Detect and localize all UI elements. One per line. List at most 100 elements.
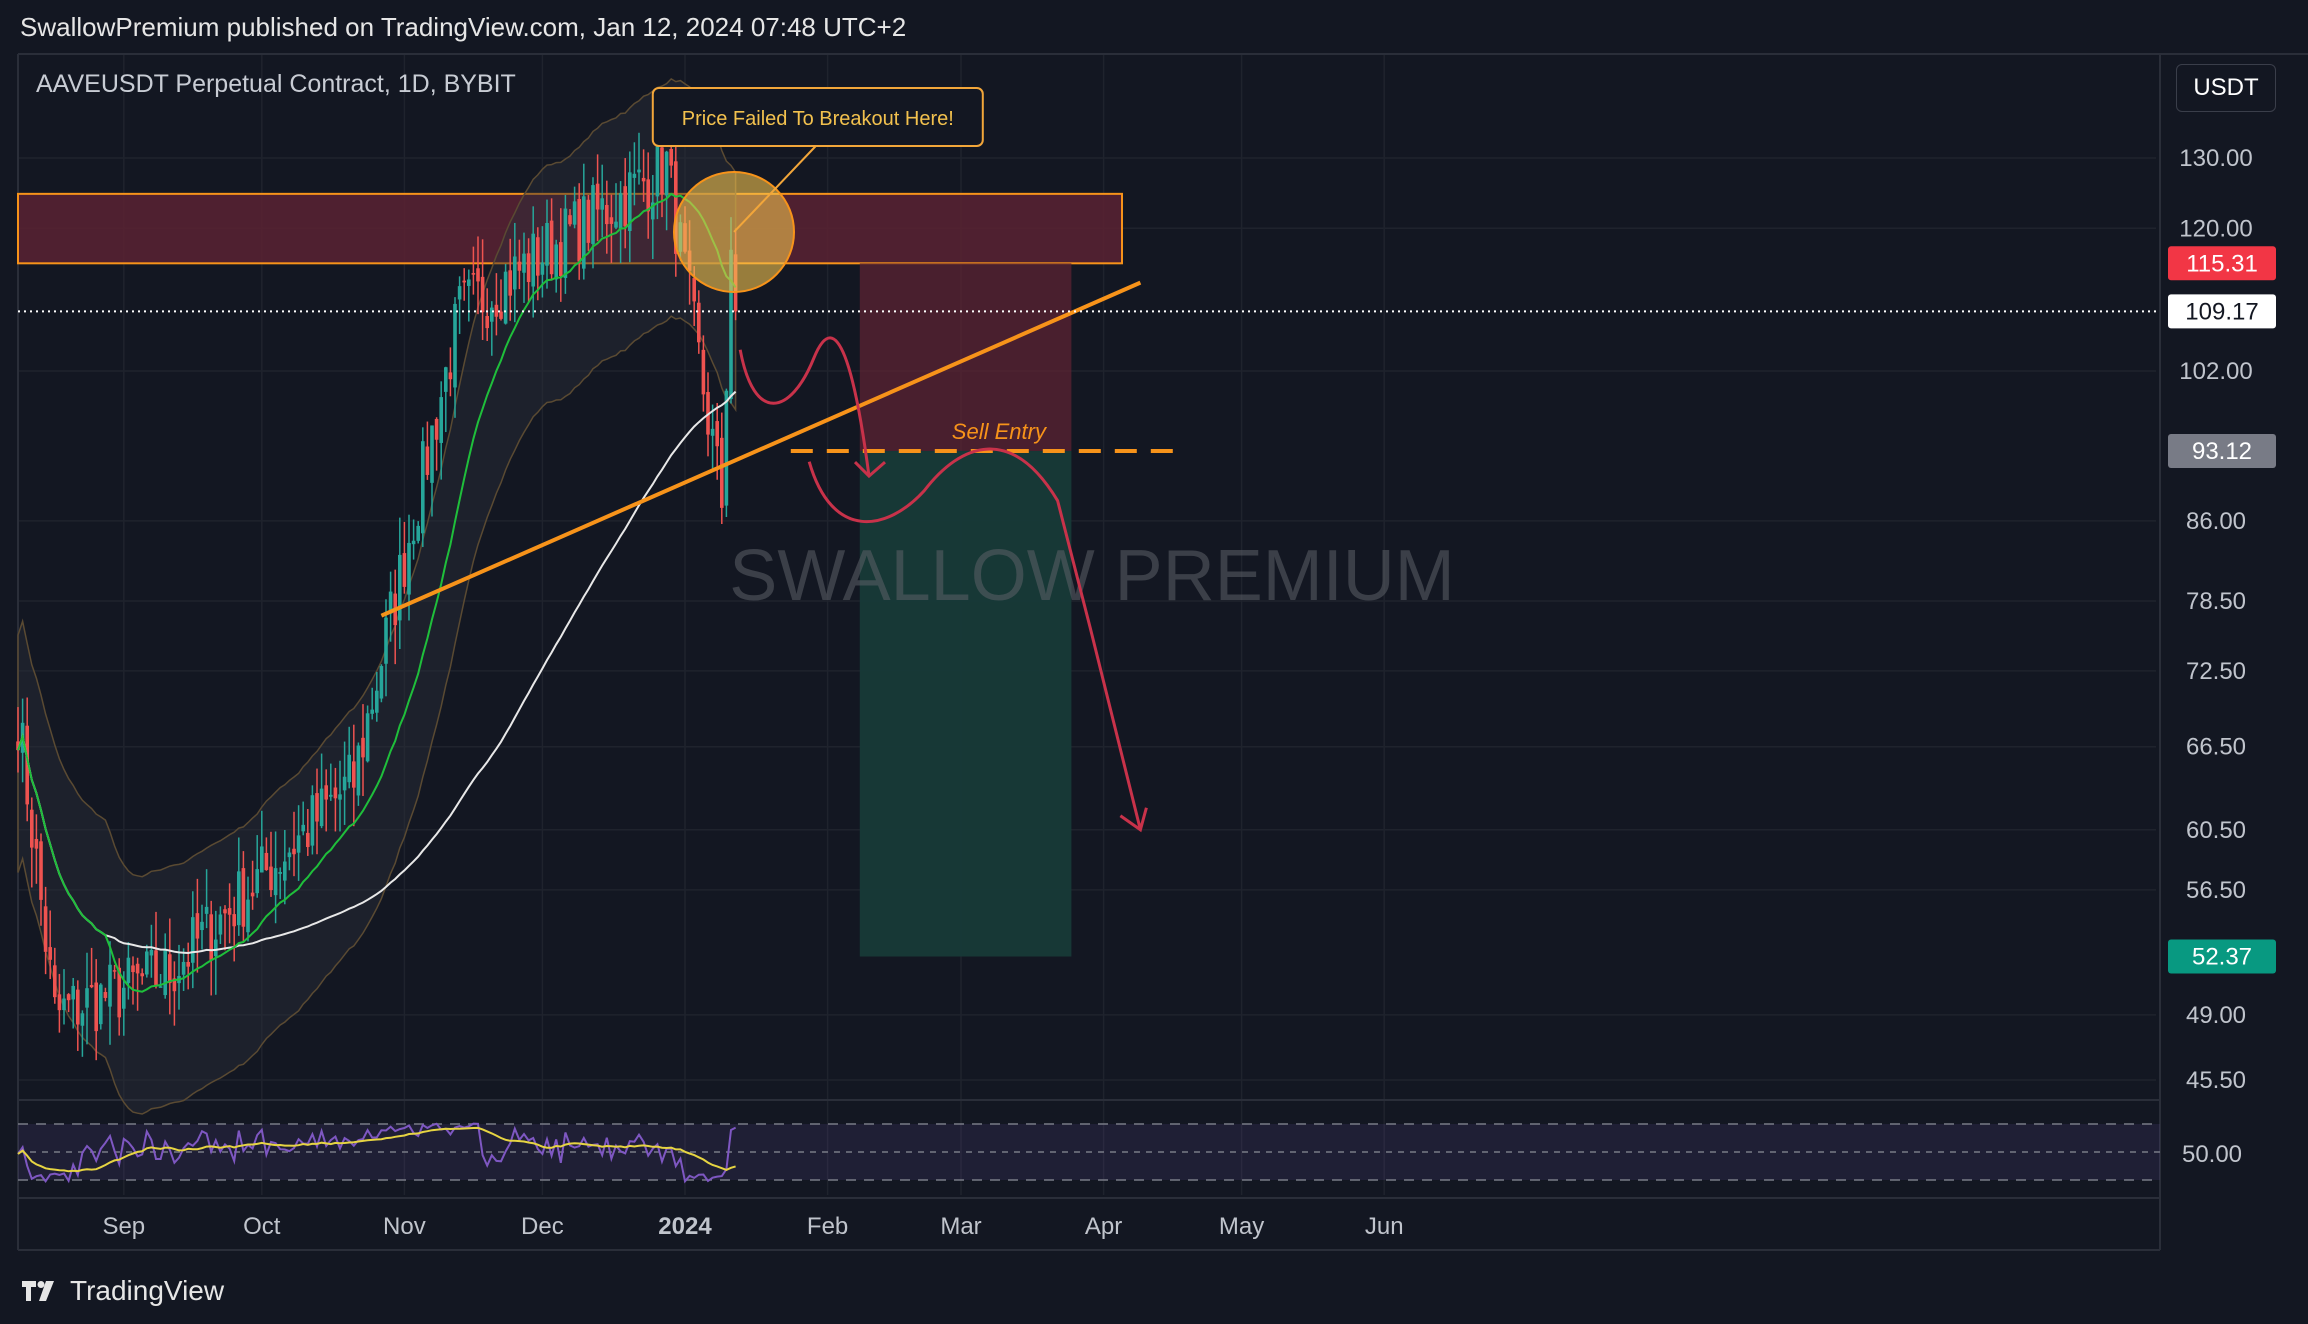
candle-body (66, 994, 71, 1001)
candle-body (30, 809, 34, 848)
candle-body (89, 985, 94, 988)
candle-body (71, 985, 75, 1000)
ascending-trendline (380, 280, 1142, 618)
price-badge-last (2168, 294, 2276, 329)
candle-body (697, 302, 701, 343)
candle-body (80, 1013, 85, 1026)
candle-body (517, 261, 522, 271)
candle-body (388, 591, 393, 614)
price-tick-label: 102.00 (2179, 358, 2252, 385)
candle-body (209, 914, 213, 960)
candle-body (646, 179, 650, 212)
candle-body (319, 788, 324, 827)
candle-body (600, 198, 604, 210)
price-badge-label: 109.17 (2185, 298, 2258, 325)
tradingview-brand[interactable]: TradingView (70, 1275, 225, 1306)
candle-body (57, 994, 62, 1011)
currency-button[interactable]: USDT (2176, 64, 2276, 112)
candle-body (34, 838, 39, 849)
candle-body (490, 307, 494, 322)
candle-body (241, 868, 246, 927)
candle-body (701, 349, 706, 395)
candle-body (572, 201, 577, 225)
candle-body (651, 202, 655, 220)
candle-body (204, 906, 209, 914)
candle-body (218, 914, 223, 935)
time-tick-label: Apr (1085, 1213, 1122, 1240)
candle-body (549, 220, 554, 275)
candle-body (48, 947, 52, 960)
candle-body (140, 973, 144, 977)
candle-body (269, 866, 273, 891)
time-tick-label: 2024 (658, 1213, 712, 1240)
price-tick-label: 130.00 (2179, 145, 2252, 172)
candle-body (641, 177, 646, 182)
candle-body (582, 196, 586, 269)
candle-body (503, 271, 508, 324)
candle-body (669, 149, 673, 166)
price-tick-label: 56.50 (2186, 877, 2246, 904)
price-badge-label: 115.31 (2186, 250, 2258, 277)
candle-body (411, 540, 416, 545)
candle-body (467, 279, 471, 286)
candle-body (131, 965, 135, 973)
candle-body (692, 278, 696, 302)
callout-pointer (733, 145, 817, 233)
candle-body (632, 173, 637, 178)
price-badge-stop (2168, 246, 2276, 281)
candle-body (126, 957, 131, 983)
candle-body (430, 425, 434, 483)
projection-leg-2 (807, 447, 1142, 831)
candle-body (103, 992, 108, 998)
tradingview-logo-icon[interactable] (20, 1279, 60, 1303)
price-tick-label: 45.50 (2186, 1067, 2246, 1094)
candle-body (384, 617, 388, 664)
price-badge-target (2168, 939, 2276, 974)
candle-body (301, 824, 305, 832)
time-tick-label: Oct (243, 1213, 281, 1240)
candle-body (720, 437, 724, 508)
candle-body (462, 280, 466, 283)
candle-body (595, 183, 600, 210)
symbol-title: AAVEUSDT Perpetual Contract, 1D, BYBIT (36, 70, 516, 98)
candle-body (260, 846, 264, 873)
candle-body (324, 785, 328, 800)
resistance-zone (17, 192, 1123, 265)
candle-body (480, 276, 485, 313)
candle-body (568, 215, 572, 225)
candle-body (563, 208, 568, 278)
candle-body (333, 787, 338, 799)
price-tick-label: 86.00 (2186, 508, 2246, 535)
candle-body (223, 909, 227, 914)
price-chart[interactable]: SWALLOW PREMIUM Sell Entry Price Failed … (0, 0, 2308, 1260)
candle-body (315, 793, 319, 822)
candle-body (39, 841, 43, 900)
candle-body (365, 713, 370, 762)
price-badge-label: 93.12 (2192, 438, 2252, 465)
candle-body (614, 221, 618, 228)
candle-body (200, 921, 204, 931)
candle-body (402, 553, 407, 587)
candle-body (62, 998, 66, 1011)
candle-body (729, 249, 733, 400)
projection-leg-1 (738, 336, 871, 477)
candle-body (227, 908, 232, 915)
candle-body (398, 554, 402, 621)
price-tick-label: 78.50 (2186, 588, 2246, 615)
candle-body (637, 169, 641, 173)
publisher-header: SwallowPremium published on TradingView.… (0, 0, 2308, 54)
candle-body (623, 186, 627, 227)
price-badge-entry (2168, 434, 2276, 469)
candle-body (347, 754, 351, 783)
candle-body (361, 737, 365, 758)
candle-body (283, 861, 287, 881)
candle-body (434, 419, 439, 440)
candle-body (53, 965, 57, 998)
candle-body (421, 441, 425, 534)
candle-body (296, 835, 301, 853)
candle-body (379, 666, 384, 699)
projection-arrowhead (853, 460, 886, 479)
callout-text: Price Failed To Breakout Here! (682, 108, 954, 130)
candle-body (448, 372, 453, 380)
candle-body (522, 253, 526, 273)
